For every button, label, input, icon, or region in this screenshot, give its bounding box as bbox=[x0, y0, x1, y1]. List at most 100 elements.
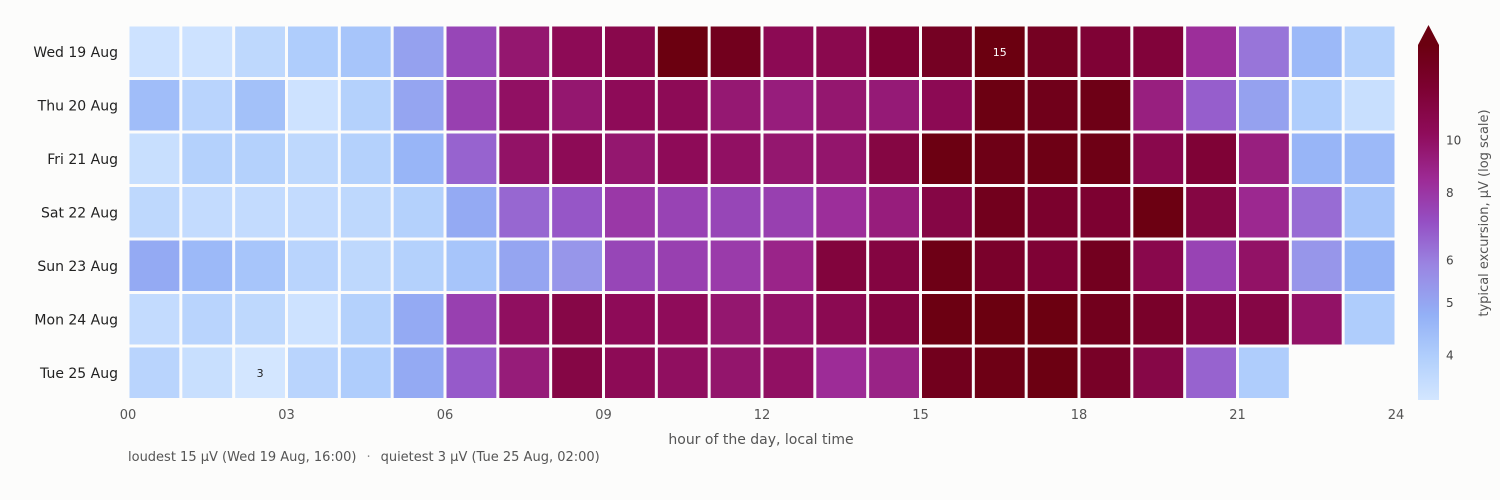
heatmap-cell bbox=[869, 133, 919, 184]
heatmap-cell bbox=[1186, 133, 1236, 184]
heatmap-cell bbox=[1027, 26, 1078, 77]
heatmap-cell bbox=[1133, 294, 1184, 345]
heatmap-cell bbox=[710, 26, 761, 77]
heatmap-cell bbox=[552, 26, 602, 77]
heatmap-cell bbox=[288, 133, 338, 184]
x-axis-label: hour of the day, local time bbox=[668, 432, 853, 448]
heatmap-cell bbox=[446, 240, 497, 291]
heatmap-cell bbox=[393, 133, 444, 184]
summary-note: loudest 15 µV (Wed 19 Aug, 16:00) · quiete… bbox=[128, 450, 600, 465]
heatmap-cell bbox=[552, 347, 602, 398]
heatmap-cell bbox=[393, 187, 444, 238]
heatmap-cell bbox=[974, 187, 1025, 238]
heatmap-cell bbox=[288, 347, 338, 398]
x-tick-label: 12 bbox=[754, 408, 771, 423]
row-label: Mon 24 Aug bbox=[34, 312, 118, 328]
row-labels: Wed 19 Aug Thu 20 Aug Fri 21 Aug Sat 22 Aug… bbox=[33, 45, 118, 382]
x-tick-label: 21 bbox=[1229, 408, 1246, 423]
heatmap-cell bbox=[763, 26, 814, 77]
heatmap-cell bbox=[605, 240, 655, 291]
colorbar-tick-label: 8 bbox=[1446, 186, 1454, 200]
heatmap-cell bbox=[1291, 187, 1342, 238]
heatmap-cell bbox=[235, 187, 285, 238]
heatmap-cell bbox=[446, 133, 497, 184]
heatmap-cell bbox=[1344, 294, 1395, 345]
heatmap-cell bbox=[869, 26, 919, 77]
quietest-summary: quietest 3 µV (Tue 25 Aug, 02:00) bbox=[380, 450, 600, 465]
x-tick-label: 18 bbox=[1071, 408, 1088, 423]
heatmap-cell bbox=[816, 347, 867, 398]
colorbar-tick-label: 10 bbox=[1446, 134, 1461, 148]
heatmap-cell bbox=[922, 187, 972, 238]
colorbar: 4 5 6 8 10 typical excursion, µV (log scale) bbox=[1418, 25, 1492, 400]
heatmap-cell bbox=[393, 294, 444, 345]
heatmap-cell bbox=[393, 240, 444, 291]
heatmap-cell bbox=[182, 133, 233, 184]
heatmap-cell bbox=[710, 347, 761, 398]
heatmap-cell bbox=[816, 133, 867, 184]
heatmap-cell bbox=[340, 133, 391, 184]
heatmap-cell bbox=[657, 80, 708, 131]
heatmap-cell bbox=[657, 347, 708, 398]
heatmap-cell bbox=[499, 133, 550, 184]
heatmap-cell bbox=[605, 347, 655, 398]
heatmap-cell bbox=[1027, 347, 1078, 398]
heatmap-cell bbox=[710, 294, 761, 345]
heatmap-cell bbox=[499, 347, 550, 398]
heatmap-cell bbox=[710, 187, 761, 238]
heatmap-cell bbox=[182, 240, 233, 291]
heatmap-cell bbox=[710, 240, 761, 291]
heatmap-cell bbox=[552, 133, 602, 184]
loudest-summary: loudest 15 µV (Wed 19 Aug, 16:00) bbox=[128, 450, 357, 465]
heatmap-cell bbox=[1238, 347, 1289, 398]
heatmap-cell bbox=[235, 294, 285, 345]
heatmap-cell bbox=[869, 240, 919, 291]
heatmap-cell bbox=[1238, 187, 1289, 238]
heatmap-cell bbox=[1027, 133, 1078, 184]
heatmap-cell bbox=[657, 294, 708, 345]
heatmap-cell bbox=[288, 26, 338, 77]
row-label: Tue 25 Aug bbox=[39, 366, 118, 382]
heatmap-cell bbox=[605, 26, 655, 77]
heatmap-cell bbox=[922, 294, 972, 345]
heatmap-cell bbox=[182, 347, 233, 398]
heatmap-cell bbox=[340, 26, 391, 77]
heatmap-cell bbox=[446, 80, 497, 131]
heatmap-cell bbox=[552, 187, 602, 238]
heatmap-cell bbox=[499, 240, 550, 291]
heatmap-cell bbox=[552, 80, 602, 131]
heatmap-cell bbox=[869, 80, 919, 131]
heatmap-cell bbox=[1027, 80, 1078, 131]
heatmap-cell bbox=[499, 80, 550, 131]
heatmap-cell bbox=[763, 240, 814, 291]
row-label: Wed 19 Aug bbox=[33, 45, 118, 61]
heatmap-cell bbox=[816, 26, 867, 77]
heatmap-cell bbox=[657, 133, 708, 184]
heatmap-cell bbox=[288, 294, 338, 345]
colorbar-ticks: 4 5 6 8 10 bbox=[1446, 134, 1461, 363]
heatmap-cell bbox=[1133, 347, 1184, 398]
colorbar-tick-label: 4 bbox=[1446, 348, 1454, 362]
row-label: Thu 20 Aug bbox=[37, 98, 118, 114]
heatmap-cell bbox=[235, 26, 285, 77]
heatmap-cell bbox=[1238, 80, 1289, 131]
heatmap-cell bbox=[710, 80, 761, 131]
heatmap-cell bbox=[393, 80, 444, 131]
heatmap-cell bbox=[340, 240, 391, 291]
heatmap-cell bbox=[129, 187, 180, 238]
heatmap-cell bbox=[235, 133, 285, 184]
heatmap-cell bbox=[605, 133, 655, 184]
heatmap-cell bbox=[1027, 187, 1078, 238]
heatmap-cell bbox=[499, 187, 550, 238]
heatmap-cell bbox=[1133, 187, 1184, 238]
heatmap-cell bbox=[1291, 240, 1342, 291]
heatmap-cell bbox=[129, 133, 180, 184]
heatmap-cell bbox=[182, 26, 233, 77]
heatmap-cell bbox=[1344, 187, 1395, 238]
heatmap-cell bbox=[340, 347, 391, 398]
heatmap-cell bbox=[605, 294, 655, 345]
heatmap-cell bbox=[1344, 240, 1395, 291]
heatmap-cell bbox=[974, 294, 1025, 345]
heatmap-cell bbox=[129, 80, 180, 131]
heatmap-cell bbox=[288, 80, 338, 131]
